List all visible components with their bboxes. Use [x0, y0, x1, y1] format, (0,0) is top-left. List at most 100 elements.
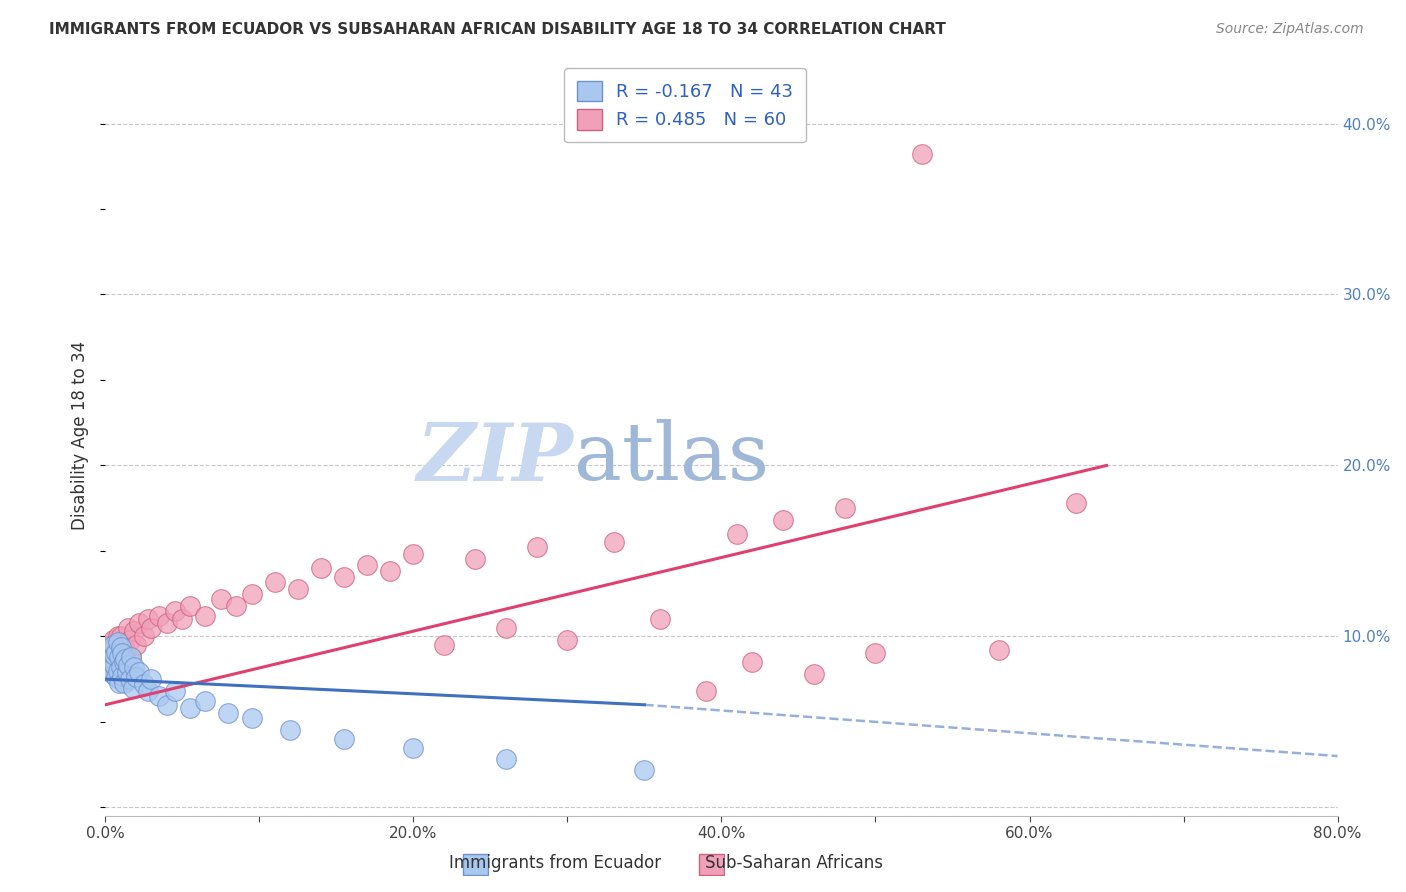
Point [112, 675, 135, 690]
Point [101, 632, 124, 647]
Point [526, 541, 548, 555]
Point [120, 649, 142, 664]
Point [128, 665, 150, 680]
Point [97, 647, 120, 661]
Point [156, 615, 179, 630]
Point [633, 763, 655, 777]
Point [356, 558, 378, 572]
Point [911, 147, 934, 161]
Point [309, 561, 332, 575]
Point [111, 669, 134, 683]
Point [380, 565, 402, 579]
Point [107, 634, 129, 648]
Point [602, 535, 624, 549]
Point [108, 672, 131, 686]
Point [163, 604, 186, 618]
Point [132, 677, 155, 691]
Point [648, 612, 671, 626]
Point [240, 711, 263, 725]
Point [278, 723, 301, 738]
Point [108, 643, 131, 657]
Point [402, 547, 425, 561]
Point [834, 501, 856, 516]
Point [433, 638, 456, 652]
Text: ZIP: ZIP [416, 419, 574, 497]
Point [101, 664, 124, 678]
Point [125, 670, 148, 684]
Point [105, 636, 128, 650]
Point [128, 615, 150, 630]
Point [125, 638, 148, 652]
Point [114, 647, 136, 661]
Point [111, 647, 134, 661]
Point [209, 591, 232, 606]
Point [124, 624, 146, 639]
Point [105, 667, 128, 681]
Point [117, 621, 139, 635]
Point [103, 658, 125, 673]
Point [695, 684, 717, 698]
Point [263, 574, 285, 589]
Point [122, 681, 145, 695]
Point [138, 684, 160, 698]
Point [120, 649, 142, 664]
Text: Source: ZipAtlas.com: Source: ZipAtlas.com [1216, 22, 1364, 37]
Point [217, 706, 239, 721]
Point [101, 638, 124, 652]
Point [865, 647, 887, 661]
Point [105, 670, 128, 684]
Point [118, 632, 141, 647]
Text: IMMIGRANTS FROM ECUADOR VS SUBSAHARAN AFRICAN DISABILITY AGE 18 TO 34 CORRELATIO: IMMIGRANTS FROM ECUADOR VS SUBSAHARAN AF… [49, 22, 946, 37]
Point [100, 638, 122, 652]
Point [240, 587, 263, 601]
Y-axis label: Disability Age 18 to 34: Disability Age 18 to 34 [72, 341, 89, 530]
Point [772, 513, 794, 527]
Point [464, 552, 486, 566]
Point [741, 655, 763, 669]
Point [110, 640, 132, 654]
Point [1064, 496, 1087, 510]
Point [124, 660, 146, 674]
Point [107, 629, 129, 643]
Point [108, 649, 131, 664]
Point [103, 641, 125, 656]
Point [141, 621, 163, 635]
Point [117, 658, 139, 673]
Point [987, 643, 1010, 657]
Point [115, 665, 138, 680]
Point [114, 651, 136, 665]
Legend: R = -0.167   N = 43, R = 0.485   N = 60: R = -0.167 N = 43, R = 0.485 N = 60 [564, 68, 806, 142]
Point [148, 690, 170, 704]
Text: Immigrants from Ecuador: Immigrants from Ecuador [450, 855, 661, 872]
Point [110, 651, 132, 665]
Point [163, 684, 186, 698]
Point [557, 632, 579, 647]
Point [110, 629, 132, 643]
Point [287, 582, 309, 596]
Point [101, 667, 124, 681]
Point [110, 660, 132, 674]
Point [333, 569, 356, 583]
Point [105, 645, 128, 659]
Point [495, 752, 517, 766]
Point [132, 629, 155, 643]
Point [141, 672, 163, 686]
Text: Sub-Saharan Africans: Sub-Saharan Africans [706, 855, 883, 872]
Point [402, 740, 425, 755]
Point [156, 698, 179, 712]
Point [803, 667, 825, 681]
Point [172, 612, 194, 626]
Point [112, 655, 135, 669]
Point [98, 655, 121, 669]
Point [111, 660, 134, 674]
Point [725, 526, 748, 541]
Point [333, 731, 356, 746]
Point [103, 648, 125, 663]
Point [148, 608, 170, 623]
Point [107, 664, 129, 678]
Point [194, 608, 217, 623]
Text: atlas: atlas [574, 419, 769, 498]
Point [107, 658, 129, 673]
Point [100, 643, 122, 657]
Point [108, 675, 131, 690]
